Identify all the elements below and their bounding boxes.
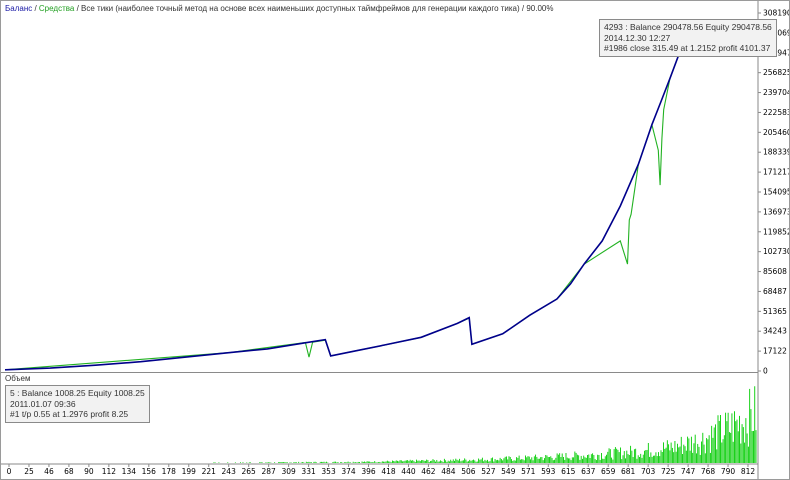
x-tick-label: 440 <box>401 467 416 476</box>
x-tick-label: 747 <box>681 467 696 476</box>
x-tick-label: 549 <box>501 467 516 476</box>
x-tick-label: 25 <box>24 467 34 476</box>
series-line-balance <box>4 33 685 371</box>
x-tick-label: 659 <box>601 467 616 476</box>
header-separator: / <box>32 4 39 13</box>
x-tick-label: 156 <box>142 467 157 476</box>
y-axis: 3081902910692739472568252397042225832054… <box>758 9 789 376</box>
x-tick-label: 527 <box>481 467 496 476</box>
x-tick-label: 46 <box>44 467 54 476</box>
chart-header: Баланс / Средства / Все тики (наиболее т… <box>5 4 553 13</box>
y-tick-label: 205460 <box>763 128 789 137</box>
x-tick-label: 396 <box>361 467 376 476</box>
x-tick-label: 506 <box>461 467 476 476</box>
header-separator: / <box>519 4 527 13</box>
x-tick-label: 287 <box>261 467 276 476</box>
x-tick-label: 703 <box>641 467 656 476</box>
y-tick-label: 136973 <box>763 207 789 216</box>
x-tick-label: 178 <box>162 467 177 476</box>
y-tick-label: 102730 <box>763 247 789 256</box>
y-tick-label: 34243 <box>763 327 787 336</box>
tooltip-line: #1986 close 315.49 at 1.2152 profit 4101… <box>604 43 771 53</box>
x-tick-label: 725 <box>661 467 676 476</box>
y-tick-label: 17122 <box>763 347 787 356</box>
tooltip-line: 2014.12.30 12:27 <box>604 32 671 43</box>
x-tick-label: 418 <box>381 467 396 476</box>
x-tick-label: 615 <box>561 467 576 476</box>
y-tick-label: 239704 <box>763 88 789 97</box>
volume-tooltip: 5 : Balance 1008.25 Equity 1008.25 2011.… <box>5 385 150 423</box>
x-tick-label: 768 <box>701 467 716 476</box>
y-tick-label: 308190 <box>763 9 789 18</box>
x-tick-label: 90 <box>84 467 94 476</box>
main-plot-area <box>4 33 685 371</box>
legend-equity: Средства <box>38 4 75 13</box>
x-tick-label: 571 <box>521 467 536 476</box>
x-tick-label: 812 <box>741 467 756 476</box>
y-tick-label: 0 <box>763 367 768 376</box>
x-tick-label: 353 <box>321 467 336 476</box>
x-tick-label: 593 <box>541 467 556 476</box>
x-tick-label: 681 <box>621 467 636 476</box>
tooltip-line: 4293 : Balance 290478.56 Equity 290478.5… <box>604 22 772 32</box>
y-tick-label: 68487 <box>763 287 787 296</box>
x-tick-label: 0 <box>7 467 12 476</box>
x-tick-label: 462 <box>421 467 436 476</box>
tooltip-line: 5 : Balance 1008.25 Equity 1008.25 <box>10 388 145 398</box>
x-tick-label: 331 <box>301 467 316 476</box>
y-tick-label: 51365 <box>763 307 787 316</box>
x-tick-label: 790 <box>721 467 736 476</box>
main-tooltip: 4293 : Balance 290478.56 Equity 290478.5… <box>599 19 777 57</box>
model-quality: 90.00% <box>526 4 554 13</box>
y-tick-label: 85608 <box>763 267 787 276</box>
x-tick-label: 221 <box>202 467 217 476</box>
x-axis: 0 25 46 68 90 112 134 156 178 199 221 243 265 287 309 3… <box>7 464 756 476</box>
tooltip-line: 2011.01.07 09:36 <box>10 398 76 409</box>
y-tick-label: 154095 <box>763 188 789 197</box>
y-tick-label: 256825 <box>763 68 789 77</box>
x-tick-label: 374 <box>341 467 356 476</box>
x-tick-label: 484 <box>441 467 456 476</box>
x-tick-label: 243 <box>222 467 237 476</box>
x-tick-label: 309 <box>281 467 296 476</box>
x-tick-label: 68 <box>64 467 74 476</box>
legend-balance: Баланс <box>5 4 33 13</box>
x-tick-label: 265 <box>242 467 257 476</box>
x-tick-label: 112 <box>102 467 117 476</box>
y-tick-label: 119852 <box>763 227 789 236</box>
volume-plot-area <box>213 386 757 463</box>
y-tick-label: 188339 <box>763 148 789 157</box>
volume-panel-title: Объем <box>5 374 31 383</box>
x-tick-label: 199 <box>182 467 197 476</box>
y-tick-label: 222583 <box>763 108 789 117</box>
x-tick-label: 134 <box>122 467 137 476</box>
tooltip-line: #1 t/p 0.55 at 1.2976 profit 8.25 <box>10 409 129 419</box>
y-tick-label: 171217 <box>763 168 789 177</box>
header-separator: / <box>74 4 82 13</box>
series-line-equity <box>4 33 685 371</box>
x-tick-label: 637 <box>581 467 596 476</box>
test-mode-text: Все тики (наиболее точный метод на основ… <box>81 4 520 13</box>
